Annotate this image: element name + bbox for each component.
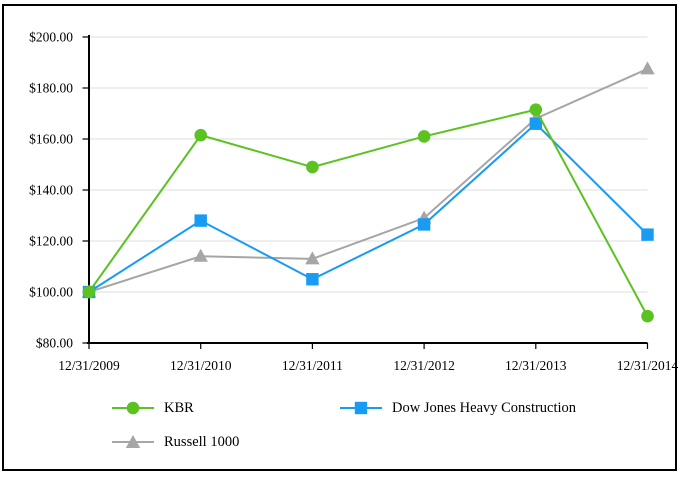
data-point-kbr [529,103,543,116]
legend-label-kbr: KBR [164,400,194,416]
y-tick-label: $100.00 [29,285,73,300]
y-tick-label: $200.00 [29,30,73,45]
circle-marker-icon [126,401,140,415]
series-line-kbr [88,108,649,317]
data-point-dow-jones-heavy-construction [641,228,654,241]
data-point-kbr [82,285,96,299]
x-tick-label: 12/31/2009 [58,358,120,373]
series-line-russell-1000 [88,67,648,293]
x-tick-label: 12/31/2012 [393,358,455,373]
data-point-dow-jones-heavy-construction [194,214,207,227]
y-tick-label: $160.00 [29,132,73,147]
triangle-marker-icon [125,435,141,448]
y-tick-label: $140.00 [29,183,73,198]
data-point-kbr [194,128,207,142]
legend-item-dow-jones-heavy-construction: Dow Jones Heavy Construction [339,399,576,417]
chart-border [2,4,677,471]
data-point-russell-1000 [640,61,655,75]
data-point-kbr [417,130,431,143]
legend-label-dow-jones-heavy-construction: Dow Jones Heavy Construction [392,400,577,416]
dow-jones-legend-marker [340,401,382,415]
data-point-dow-jones-heavy-construction [306,273,319,286]
russell-1000-legend-marker [112,435,154,448]
data-point-russell-1000 [193,248,208,262]
y-tick-label: $180.00 [29,81,73,96]
x-tick-label: 12/31/2010 [170,358,232,373]
data-point-kbr [641,309,654,323]
kbr-legend-marker [112,401,154,415]
data-point-dow-jones-heavy-construction [417,218,431,231]
data-point-dow-jones-heavy-construction [529,117,542,130]
x-tick-label: 12/31/2011 [282,358,343,373]
square-marker-icon [354,401,368,415]
y-tick-label: $120.00 [29,234,73,249]
legend-item-russell-1000: Russell 1000 [111,433,239,451]
series-line-dow-jones-heavy-construction [88,122,649,293]
legend-item-kbr: KBR [111,399,194,417]
data-point-kbr [306,160,319,174]
data-point-russell-1000 [305,251,320,265]
x-tick-label: 12/31/2013 [505,358,567,373]
y-tick-label: $80.00 [36,336,73,351]
x-tick-label: 12/31/2014 [617,358,679,373]
legend-label-russell-1000: Russell 1000 [164,434,240,450]
